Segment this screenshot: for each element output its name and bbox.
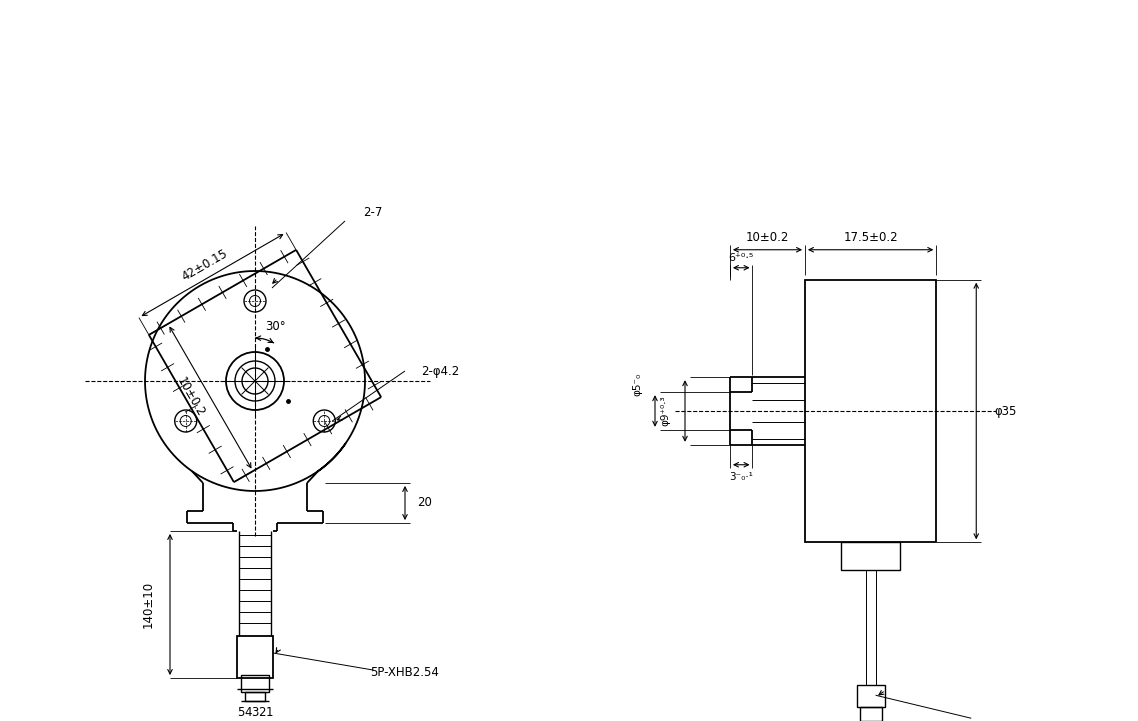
Text: 3: 3 bbox=[251, 706, 258, 719]
Text: 4: 4 bbox=[245, 706, 251, 719]
Text: 10±0.2: 10±0.2 bbox=[745, 231, 789, 244]
Text: φ35: φ35 bbox=[995, 404, 1016, 417]
Bar bbox=[237, 636, 273, 678]
Bar bbox=[241, 675, 269, 692]
Text: 6⁺⁰⋅⁵: 6⁺⁰⋅⁵ bbox=[728, 253, 753, 262]
Text: UL061# 26AWG: UL061# 26AWG bbox=[979, 720, 1073, 721]
Text: 3⁻₀⋅¹: 3⁻₀⋅¹ bbox=[729, 472, 753, 482]
Text: φ5⁻₀: φ5⁻₀ bbox=[632, 373, 642, 396]
Text: 2-7: 2-7 bbox=[363, 206, 382, 219]
Bar bbox=[859, 707, 882, 721]
Text: 5: 5 bbox=[238, 706, 245, 719]
Text: φ9⁺⁰⋅³: φ9⁺⁰⋅³ bbox=[660, 396, 670, 426]
Bar bbox=[805, 280, 937, 542]
Text: 5P-XHB2.54: 5P-XHB2.54 bbox=[371, 666, 439, 679]
Bar bbox=[245, 692, 265, 701]
Text: 42±0.15: 42±0.15 bbox=[179, 247, 230, 283]
Bar bbox=[857, 685, 884, 707]
Text: 20: 20 bbox=[417, 497, 432, 510]
Text: 2: 2 bbox=[258, 706, 266, 719]
Text: 30°: 30° bbox=[265, 319, 286, 332]
Text: 2-φ4.2: 2-φ4.2 bbox=[421, 365, 459, 378]
Text: 140±10: 140±10 bbox=[141, 581, 155, 628]
Text: 1: 1 bbox=[265, 706, 273, 719]
Bar bbox=[841, 542, 900, 570]
Text: 10±0.2: 10±0.2 bbox=[174, 376, 207, 420]
Text: 17.5±0.2: 17.5±0.2 bbox=[843, 231, 898, 244]
